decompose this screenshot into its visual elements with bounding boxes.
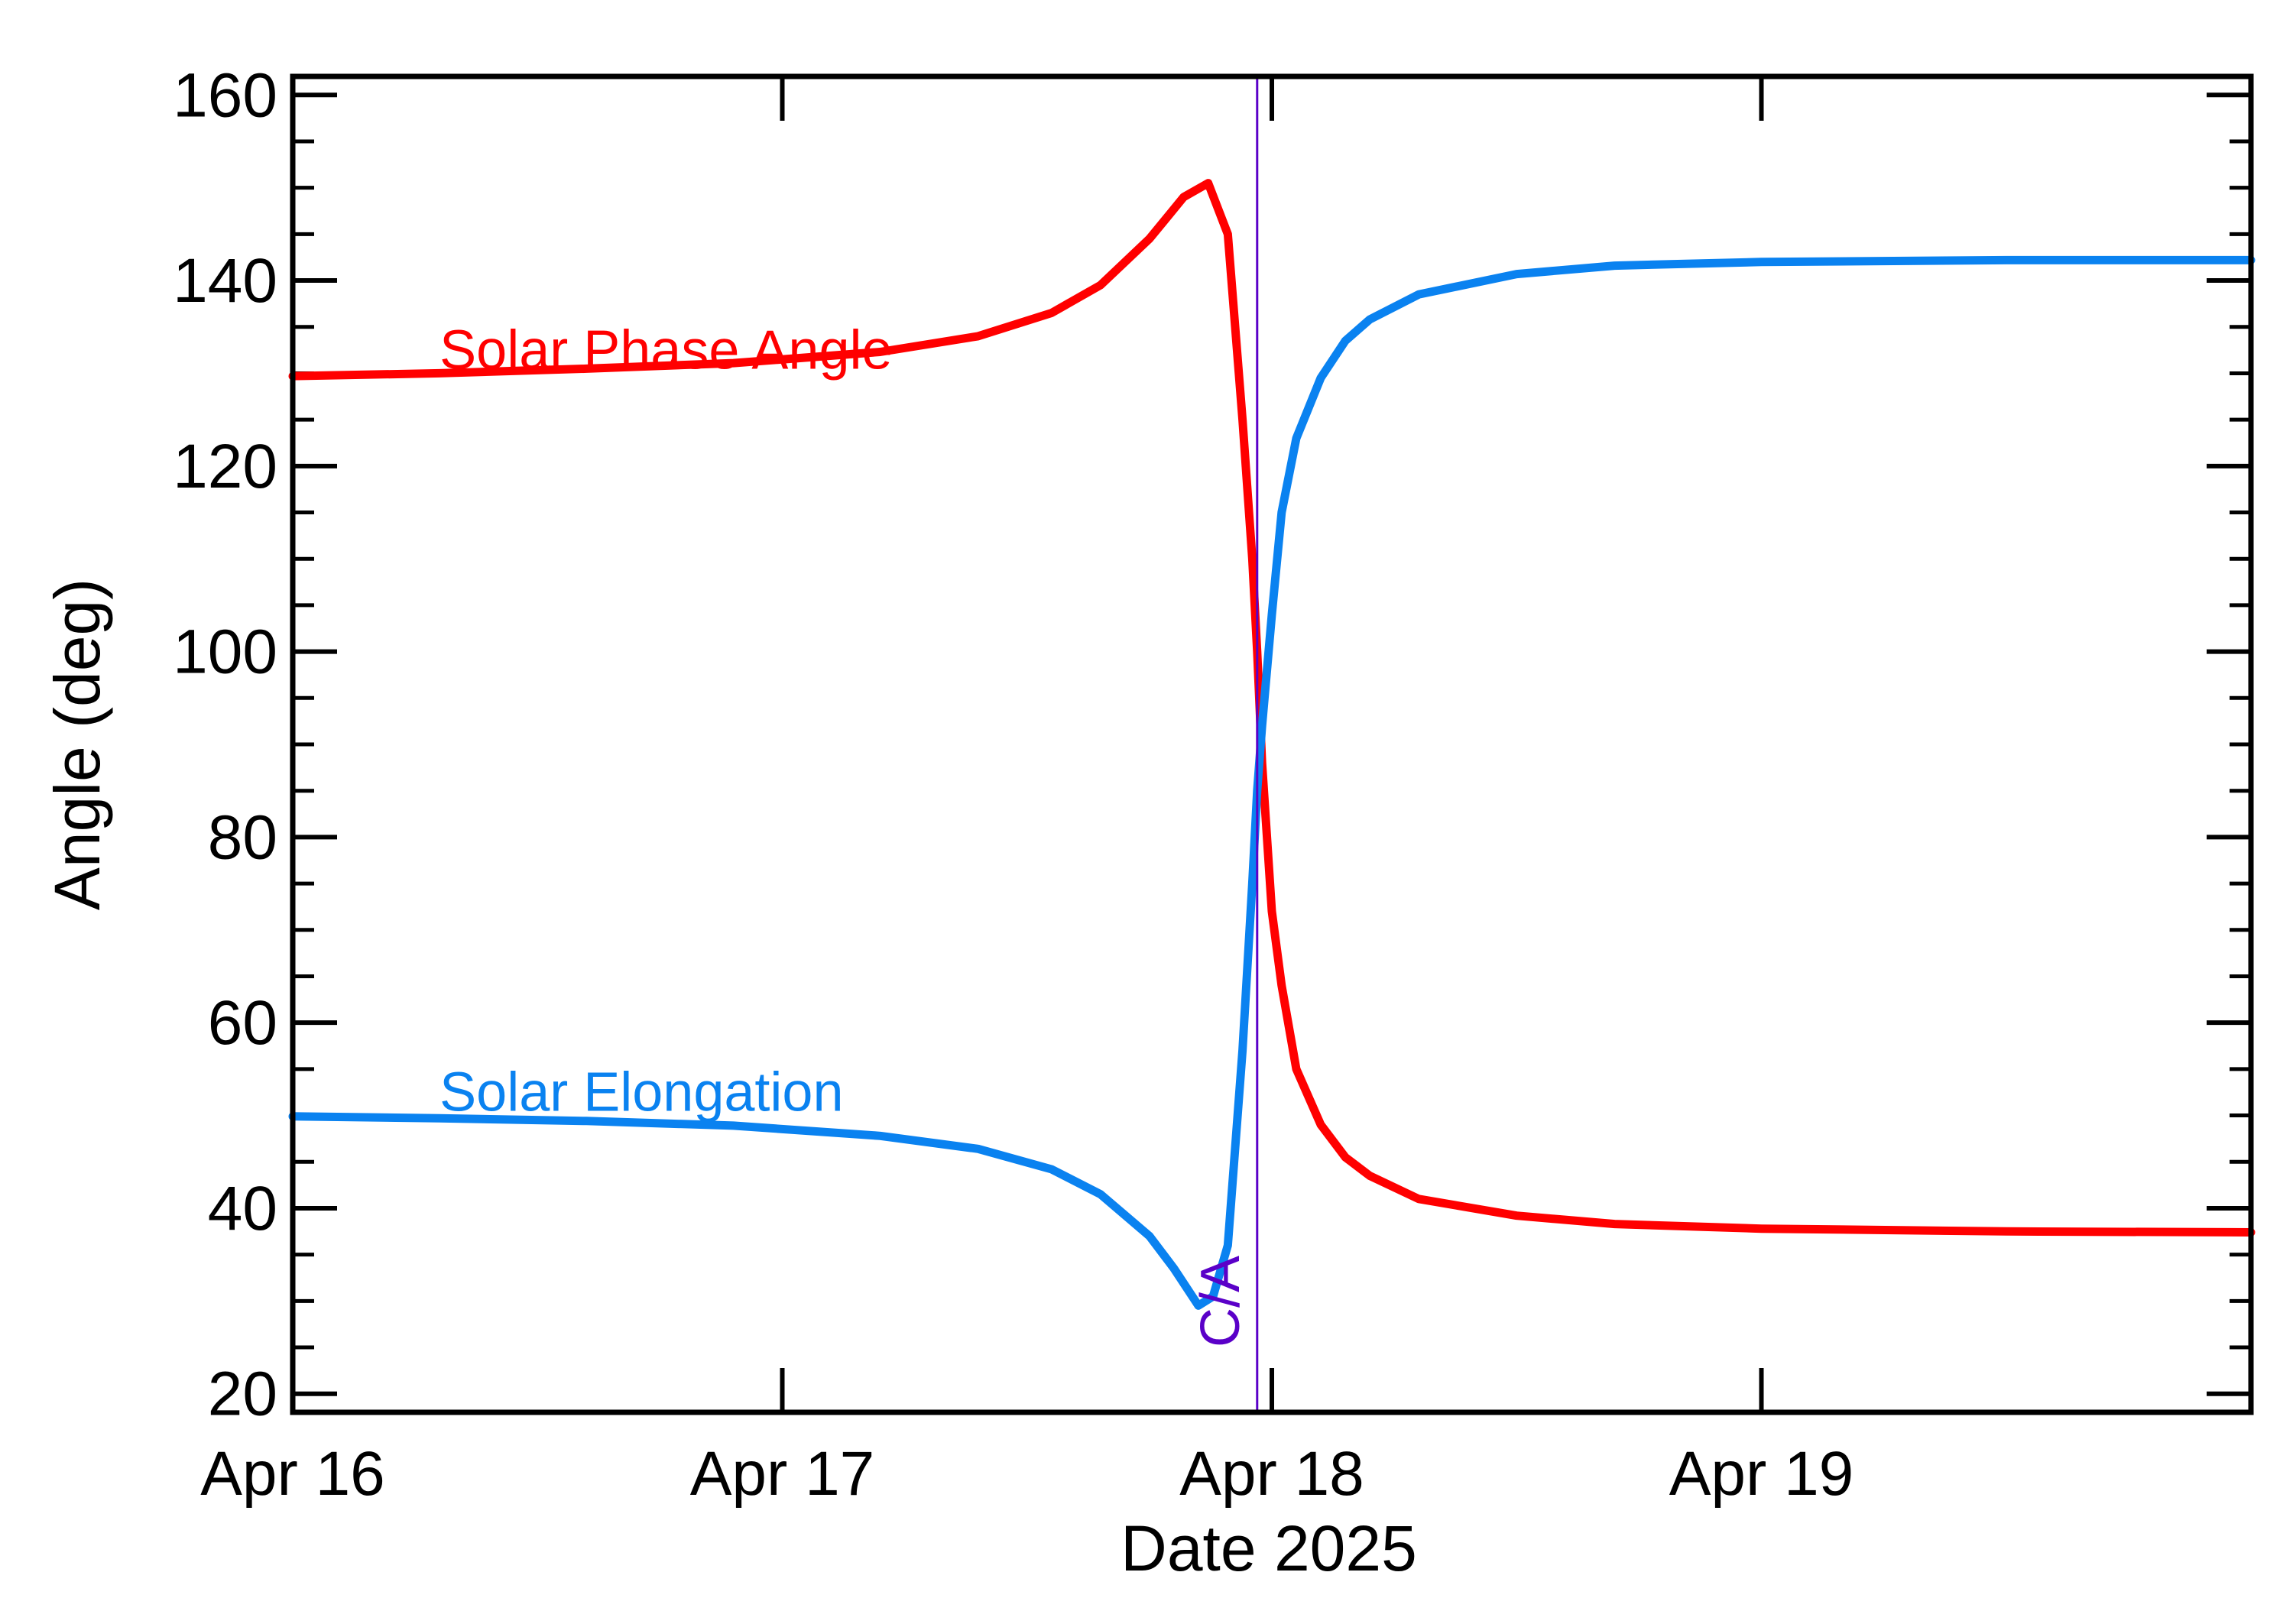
y-tick-label: 60	[208, 988, 277, 1058]
y-tick-label: 80	[208, 802, 277, 872]
y-tick-label: 40	[208, 1174, 277, 1243]
y-tick-labels: 20 40 60 80 100 120 140 160	[173, 60, 277, 1428]
x-tick-labels: Apr 16 Apr 17 Apr 18 Apr 19	[200, 1439, 1854, 1509]
y-tick-label: 120	[173, 432, 277, 501]
x-tick-label: Apr 19	[1669, 1439, 1854, 1509]
ca-marker-label: C/A	[1190, 1256, 1251, 1347]
y-tick-label: 20	[208, 1360, 277, 1429]
y-tick-label: 160	[173, 60, 277, 130]
annotation-layer: Solar Phase Angle Solar Elongation	[439, 319, 892, 1123]
y-tick-label: 100	[173, 618, 277, 687]
series-layer	[288, 179, 2256, 1310]
series-line-solar-phase-angle	[288, 179, 2256, 1237]
x-axis-label: Date 2025	[1121, 1512, 1417, 1584]
x-tick-label: Apr 18	[1179, 1439, 1364, 1509]
y-tick-label: 140	[173, 246, 277, 316]
series-annotation: Solar Elongation	[439, 1062, 843, 1123]
y-axis-label: Angle (deg)	[41, 579, 113, 910]
x-tick-label: Apr 16	[200, 1439, 385, 1509]
marker-layer: C/A	[1190, 76, 1259, 1412]
series-line-solar-elongation	[288, 255, 2256, 1310]
series-annotation: Solar Phase Angle	[439, 319, 892, 381]
plot-frame	[290, 73, 2254, 1415]
x-tick-label: Apr 17	[690, 1439, 875, 1509]
